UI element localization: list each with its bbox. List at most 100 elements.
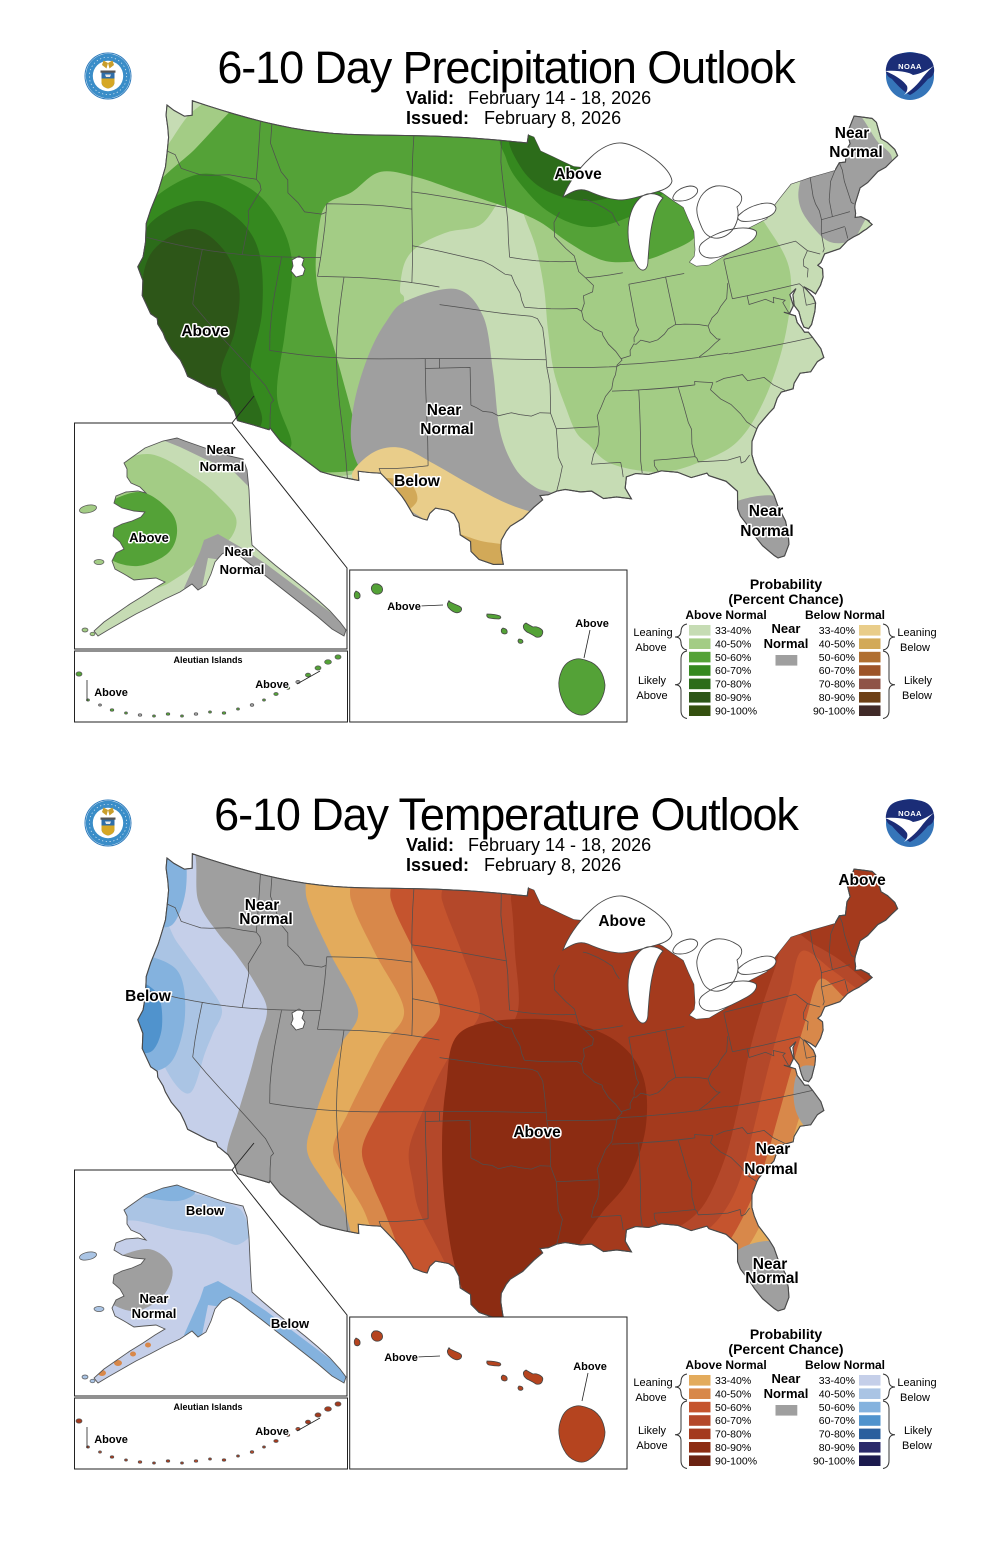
svg-text:Likely: Likely xyxy=(904,675,933,687)
svg-text:February 14 - 18, 2026: February 14 - 18, 2026 xyxy=(468,88,651,108)
svg-text:70-80%: 70-80% xyxy=(819,1429,855,1441)
svg-text:Below: Below xyxy=(900,642,930,654)
svg-text:Near: Near xyxy=(225,544,254,559)
svg-text:Below Normal: Below Normal xyxy=(805,1358,885,1372)
svg-text:Above Normal: Above Normal xyxy=(685,608,766,622)
svg-text:February 8, 2026: February 8, 2026 xyxy=(484,855,621,875)
svg-text:Below: Below xyxy=(900,1392,930,1404)
svg-text:Normal: Normal xyxy=(420,421,473,438)
svg-text:80-90%: 80-90% xyxy=(715,692,751,704)
svg-text:Above: Above xyxy=(554,166,602,183)
svg-text:Leaning: Leaning xyxy=(633,627,672,639)
svg-text:90-100%: 90-100% xyxy=(715,1455,757,1467)
svg-text:90-100%: 90-100% xyxy=(715,705,757,717)
svg-text:Above Normal: Above Normal xyxy=(685,1358,766,1372)
svg-text:Above: Above xyxy=(598,913,646,930)
svg-text:Valid:: Valid: xyxy=(406,835,454,855)
svg-text:Above: Above xyxy=(181,323,229,340)
svg-text:50-60%: 50-60% xyxy=(715,652,751,664)
svg-text:Near: Near xyxy=(772,621,801,636)
svg-text:Normal: Normal xyxy=(744,1161,797,1178)
svg-text:Near: Near xyxy=(140,1291,169,1306)
svg-text:Normal: Normal xyxy=(745,1270,798,1287)
svg-text:Near: Near xyxy=(772,1371,801,1386)
svg-text:Above: Above xyxy=(513,1124,561,1141)
svg-text:Above: Above xyxy=(255,679,289,691)
svg-text:(Percent Chance): (Percent Chance) xyxy=(728,591,843,607)
svg-text:60-70%: 60-70% xyxy=(715,665,751,677)
svg-text:Normal: Normal xyxy=(239,911,292,928)
svg-text:Below: Below xyxy=(186,1203,225,1218)
svg-text:Leaning: Leaning xyxy=(897,627,936,639)
svg-text:Below Normal: Below Normal xyxy=(805,608,885,622)
svg-text:40-50%: 40-50% xyxy=(715,1388,751,1400)
svg-text:33-40%: 33-40% xyxy=(819,1375,855,1387)
svg-text:Above: Above xyxy=(575,618,609,630)
svg-text:70-80%: 70-80% xyxy=(819,679,855,691)
svg-text:80-90%: 80-90% xyxy=(819,1442,855,1454)
svg-text:Below: Below xyxy=(394,473,441,490)
svg-text:Near: Near xyxy=(749,503,783,520)
svg-text:40-50%: 40-50% xyxy=(819,638,855,650)
svg-text:NOAA: NOAA xyxy=(898,809,922,818)
svg-text:60-70%: 60-70% xyxy=(715,1415,751,1427)
svg-text:Aleutian Islands: Aleutian Islands xyxy=(173,655,242,665)
svg-text:Leaning: Leaning xyxy=(633,1377,672,1389)
svg-text:Above: Above xyxy=(636,690,667,702)
svg-text:Valid:: Valid: xyxy=(406,88,454,108)
svg-text:Normal: Normal xyxy=(764,1386,809,1401)
svg-text:Near: Near xyxy=(245,897,279,914)
svg-text:Near: Near xyxy=(753,1256,787,1273)
svg-text:70-80%: 70-80% xyxy=(715,1429,751,1441)
svg-text:Likely: Likely xyxy=(638,675,667,687)
svg-text:Probability: Probability xyxy=(750,1326,823,1342)
svg-text:6-10 Day Precipitation Outlook: 6-10 Day Precipitation Outlook xyxy=(217,42,796,93)
svg-text:Near: Near xyxy=(756,1141,790,1158)
svg-text:Normal: Normal xyxy=(829,144,882,161)
svg-text:NOAA: NOAA xyxy=(898,62,922,71)
svg-text:Probability: Probability xyxy=(750,576,823,592)
svg-text:90-100%: 90-100% xyxy=(813,1455,855,1467)
svg-text:February 8, 2026: February 8, 2026 xyxy=(484,108,621,128)
svg-text:60-70%: 60-70% xyxy=(819,665,855,677)
svg-text:February 14 - 18, 2026: February 14 - 18, 2026 xyxy=(468,835,651,855)
svg-text:80-90%: 80-90% xyxy=(715,1442,751,1454)
svg-text:Below: Below xyxy=(902,690,932,702)
svg-text:Above: Above xyxy=(838,872,886,889)
svg-text:6-10 Day Temperature Outlook: 6-10 Day Temperature Outlook xyxy=(214,789,799,840)
svg-text:50-60%: 50-60% xyxy=(819,652,855,664)
svg-text:Leaning: Leaning xyxy=(897,1377,936,1389)
svg-text:33-40%: 33-40% xyxy=(715,625,751,637)
svg-text:Aleutian Islands: Aleutian Islands xyxy=(173,1402,242,1412)
svg-text:33-40%: 33-40% xyxy=(819,625,855,637)
svg-text:33-40%: 33-40% xyxy=(715,1375,751,1387)
svg-text:40-50%: 40-50% xyxy=(715,638,751,650)
svg-text:50-60%: 50-60% xyxy=(715,1402,751,1414)
svg-text:70-80%: 70-80% xyxy=(715,679,751,691)
svg-text:Normal: Normal xyxy=(764,636,809,651)
svg-text:Above: Above xyxy=(636,1440,667,1452)
svg-text:Below: Below xyxy=(271,1316,310,1331)
svg-text:Above: Above xyxy=(387,601,421,613)
svg-text:Above: Above xyxy=(255,1426,289,1438)
svg-text:Normal: Normal xyxy=(132,1306,177,1321)
svg-text:Above: Above xyxy=(129,530,169,545)
svg-text:Above: Above xyxy=(635,642,666,654)
svg-text:Likely: Likely xyxy=(638,1425,667,1437)
svg-text:Above: Above xyxy=(384,1352,418,1364)
svg-text:Issued:: Issued: xyxy=(406,108,469,128)
svg-text:60-70%: 60-70% xyxy=(819,1415,855,1427)
svg-text:(Percent Chance): (Percent Chance) xyxy=(728,1341,843,1357)
svg-text:80-90%: 80-90% xyxy=(819,692,855,704)
svg-text:Issued:: Issued: xyxy=(406,855,469,875)
svg-text:40-50%: 40-50% xyxy=(819,1388,855,1400)
svg-text:Near: Near xyxy=(207,442,236,457)
svg-text:Below: Below xyxy=(125,988,172,1005)
svg-text:Likely: Likely xyxy=(904,1425,933,1437)
svg-text:Normal: Normal xyxy=(740,523,793,540)
svg-text:50-60%: 50-60% xyxy=(819,1402,855,1414)
svg-text:90-100%: 90-100% xyxy=(813,705,855,717)
svg-text:Above: Above xyxy=(573,1361,607,1373)
svg-text:Normal: Normal xyxy=(220,562,265,577)
svg-text:Above: Above xyxy=(635,1392,666,1404)
